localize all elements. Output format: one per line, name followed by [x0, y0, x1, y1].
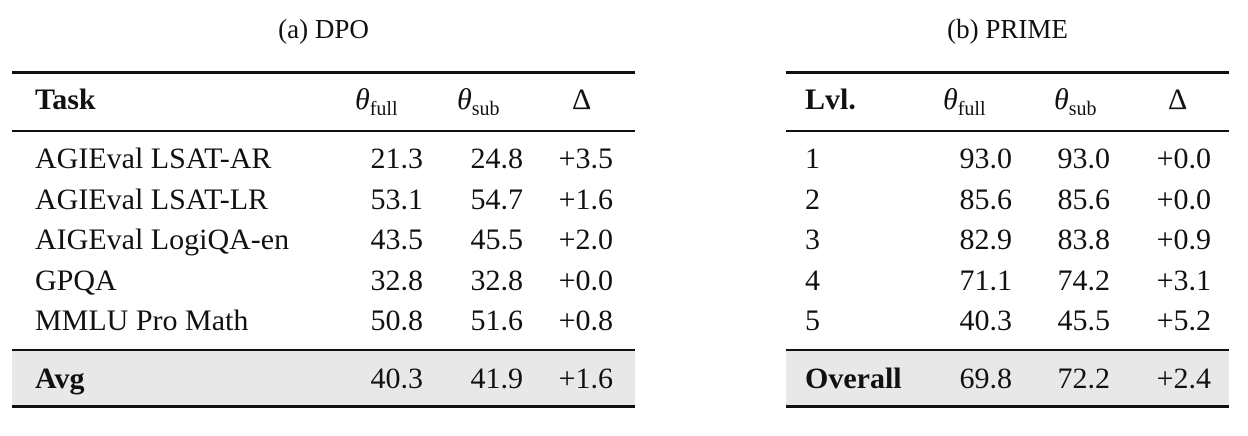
prime-summary-sub: 72.2: [1057, 362, 1111, 395]
dpo-bottom-rule: [12, 405, 635, 408]
prime-row-full: 40.3: [959, 304, 1013, 337]
prime-row-task: 1: [805, 142, 820, 175]
prime-row-sub: 74.2: [1057, 263, 1111, 297]
prime-summary-full: 69.8: [959, 362, 1013, 395]
dpo-row-task: AIGEval LogiQA-en: [35, 223, 290, 256]
dpo-top-rule: [12, 71, 635, 74]
dpo-row-delta: +0.8: [558, 304, 613, 337]
dpo-row-sub: 54.7: [470, 182, 524, 216]
prime-header-delta: Δ: [1168, 83, 1188, 116]
prime-bottom-rule: [786, 405, 1229, 408]
prime-top-rule: [786, 71, 1229, 74]
prime-summary-delta: +2.4: [1156, 362, 1211, 395]
dpo-row-full: 21.3: [370, 142, 424, 175]
dpo-row-sub: 24.8: [470, 142, 524, 175]
dpo-header-rule: [12, 130, 635, 132]
prime-row-full: 93.0: [959, 142, 1013, 175]
prime-header-level: Lvl.: [805, 83, 856, 116]
dpo-header-theta-full: θfull: [355, 83, 398, 120]
prime-row-task: 3: [805, 223, 820, 256]
prime-row-full: 82.9: [959, 223, 1013, 256]
dpo-summary-sub: 41.9: [470, 362, 524, 395]
prime-row-delta: +0.0: [1156, 182, 1211, 216]
prime-summary-row: [786, 351, 1229, 405]
dpo-summary-delta: +1.6: [558, 362, 613, 395]
prime-row-task: 2: [805, 182, 820, 216]
prime-summary-label: Overall: [805, 362, 902, 395]
dpo-summary-full: 40.3: [370, 362, 424, 395]
dpo-row-delta: +2.0: [558, 223, 613, 256]
dpo-row-delta: +1.6: [558, 182, 613, 216]
dpo-row-task: AGIEval LSAT-AR: [35, 142, 272, 175]
dpo-row-task: GPQA: [35, 263, 117, 297]
dpo-caption: (a) DPO: [278, 14, 369, 44]
prime-header-rule: [786, 130, 1229, 132]
prime-row-sub: 93.0: [1057, 142, 1111, 175]
dpo-row-full: 32.8: [370, 263, 424, 297]
dpo-row-delta: +3.5: [558, 142, 613, 175]
prime-row-task: 4: [805, 263, 820, 297]
prime-row-delta: +0.9: [1156, 223, 1211, 256]
prime-row-task: 5: [805, 304, 820, 337]
dpo-row-task: MMLU Pro Math: [35, 304, 249, 337]
prime-row-delta: +5.2: [1156, 304, 1211, 337]
dpo-row-task: AGIEval LSAT-LR: [35, 182, 269, 216]
prime-row-sub: 45.5: [1057, 304, 1111, 337]
dpo-row-full: 50.8: [370, 304, 424, 337]
dpo-summary-label: Avg: [35, 362, 85, 395]
dpo-mid-rule: [12, 349, 635, 351]
dpo-row-sub: 45.5: [470, 223, 524, 256]
dpo-summary-row: [12, 351, 635, 405]
prime-row-delta: +3.1: [1156, 263, 1211, 297]
prime-row-sub: 83.8: [1057, 223, 1111, 256]
dpo-row-sub: 32.8: [470, 263, 524, 297]
prime-row-full: 71.1: [959, 263, 1013, 297]
prime-header-theta-full: θfull: [943, 83, 986, 120]
dpo-header-theta-sub: θsub: [457, 83, 500, 120]
dpo-row-delta: +0.0: [558, 263, 613, 297]
prime-row-full: 85.6: [959, 182, 1013, 216]
prime-header-theta-sub: θsub: [1054, 83, 1097, 120]
dpo-row-full: 53.1: [370, 182, 424, 216]
prime-caption: (b) PRIME: [947, 14, 1068, 44]
prime-row-delta: +0.0: [1156, 142, 1211, 175]
dpo-header-task: Task: [35, 83, 96, 116]
prime-mid-rule: [786, 349, 1229, 351]
prime-row-sub: 85.6: [1057, 182, 1111, 216]
dpo-row-sub: 51.6: [470, 304, 524, 337]
dpo-row-full: 43.5: [370, 223, 424, 256]
dpo-header-delta: Δ: [572, 83, 592, 116]
